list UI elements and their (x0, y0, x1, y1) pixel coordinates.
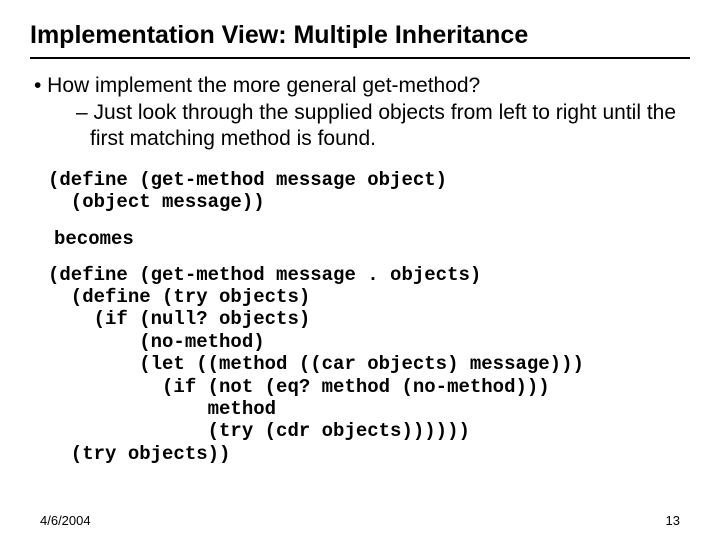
slide: Implementation View: Multiple Inheritanc… (0, 0, 720, 540)
bullet-level-2: – Just look through the supplied objects… (76, 100, 690, 150)
code-block-2: (define (get-method message . objects) (… (48, 264, 690, 466)
footer-date: 4/6/2004 (40, 513, 91, 528)
footer: 4/6/2004 13 (40, 513, 680, 528)
slide-title: Implementation View: Multiple Inheritanc… (30, 20, 690, 51)
code-block-1: (define (get-method message object) (obj… (48, 169, 690, 214)
becomes-label: becomes (54, 228, 690, 250)
bullet-level-1: • How implement the more general get-met… (34, 73, 690, 98)
title-rule (30, 57, 690, 59)
footer-page: 13 (666, 513, 680, 528)
